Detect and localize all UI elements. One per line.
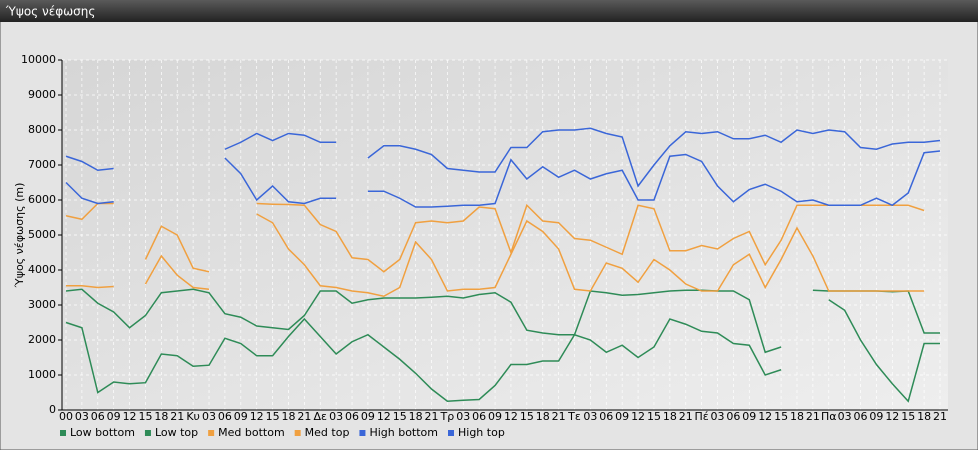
x-tick-label: 12	[885, 410, 899, 423]
y-tick-label: 7000	[28, 158, 56, 171]
x-tick-label: 03	[583, 410, 597, 423]
legend-swatch	[294, 430, 301, 436]
x-tick-label: 03	[75, 410, 89, 423]
x-tick-label: 06	[472, 410, 486, 423]
y-tick-label: 8000	[28, 123, 56, 136]
x-tick-label: Τε	[567, 410, 581, 423]
x-tick-label: 09	[107, 410, 121, 423]
x-tick-label: 06	[345, 410, 359, 423]
x-tick-label: 09	[234, 410, 248, 423]
legend-label: Low top	[155, 426, 198, 439]
y-tick-label: 2000	[28, 333, 56, 346]
y-tick-label: 0	[49, 403, 56, 416]
x-tick-label: 03	[711, 410, 725, 423]
x-tick-label: 12	[250, 410, 264, 423]
x-tick-label: 21	[933, 410, 947, 423]
x-tick-label: 18	[917, 410, 931, 423]
series-line	[66, 213, 925, 298]
x-tick-label: 12	[123, 410, 137, 423]
x-tick-label: 15	[901, 410, 915, 423]
x-tick-label: Τρ	[440, 410, 455, 423]
x-tick-label: 18	[281, 410, 295, 423]
x-tick-label: 18	[154, 410, 168, 423]
x-tick-label: 09	[488, 410, 502, 423]
x-tick-label: 06	[91, 410, 105, 423]
x-tick-label: Κυ	[186, 410, 200, 423]
series-line	[65, 127, 941, 188]
x-tick-label: 15	[647, 410, 661, 423]
x-tick-label: 12	[631, 410, 645, 423]
x-tick-label: 09	[615, 410, 629, 423]
x-tick-label: 21	[170, 410, 184, 423]
x-tick-label: 00	[59, 410, 73, 423]
x-tick-label: 15	[520, 410, 534, 423]
x-tick-label: 21	[552, 410, 566, 423]
y-tick-label: 6000	[28, 193, 56, 206]
x-tick-label: 18	[536, 410, 550, 423]
x-tick-label: 18	[409, 410, 423, 423]
y-tick-label: 5000	[28, 228, 56, 241]
y-axis-label: Ύψος νέφωσης (m)	[13, 183, 26, 289]
y-tick-label: 10000	[21, 53, 56, 66]
legend-label: High bottom	[369, 426, 438, 439]
x-tick-label: 21	[424, 410, 438, 423]
legend-swatch	[60, 430, 66, 436]
y-tick-label: 4000	[28, 263, 56, 276]
x-tick-label: 12	[504, 410, 518, 423]
legend-swatch	[144, 430, 151, 436]
x-tick-label: 06	[726, 410, 740, 423]
legend-label: High top	[458, 426, 505, 439]
legend-label: Med top	[305, 426, 350, 439]
y-tick-label: 3000	[28, 298, 56, 311]
series-line	[65, 299, 940, 403]
series-line	[65, 202, 925, 273]
x-tick-label: 03	[838, 410, 852, 423]
legend-label: Med bottom	[218, 426, 285, 439]
x-tick-label: 09	[361, 410, 375, 423]
x-tick-label: 03	[456, 410, 470, 423]
x-tick-label: 21	[806, 410, 820, 423]
x-tick-label: 15	[774, 410, 788, 423]
window-title: Ύψος νέφωσης	[5, 5, 95, 19]
x-tick-label: 15	[393, 410, 407, 423]
legend-swatch	[448, 430, 454, 436]
legend-swatch	[359, 430, 366, 436]
x-tick-label: Πα	[821, 410, 837, 423]
x-tick-label: 03	[329, 410, 343, 423]
y-tick-label: 9000	[28, 88, 56, 101]
x-tick-label: 09	[742, 410, 756, 423]
x-tick-label: 12	[758, 410, 772, 423]
x-tick-label: 18	[790, 410, 804, 423]
legend-label: Low bottom	[70, 426, 135, 439]
x-tick-label: Δε	[314, 410, 328, 423]
legend-swatch	[208, 430, 215, 436]
title-bar	[0, 0, 978, 22]
x-tick-label: 09	[869, 410, 883, 423]
x-tick-label: 18	[663, 410, 677, 423]
x-tick-label: 03	[202, 410, 216, 423]
x-tick-label: 21	[679, 410, 693, 423]
y-tick-label: 1000	[28, 368, 56, 381]
x-tick-label: 15	[138, 410, 152, 423]
x-tick-label: 06	[218, 410, 232, 423]
x-tick-label: 12	[377, 410, 391, 423]
x-tick-label: Πέ	[695, 410, 709, 423]
x-tick-label: 21	[297, 410, 311, 423]
x-tick-label: 15	[266, 410, 280, 423]
series-line	[65, 150, 941, 208]
x-tick-label: 06	[599, 410, 613, 423]
x-tick-label: 06	[854, 410, 868, 423]
